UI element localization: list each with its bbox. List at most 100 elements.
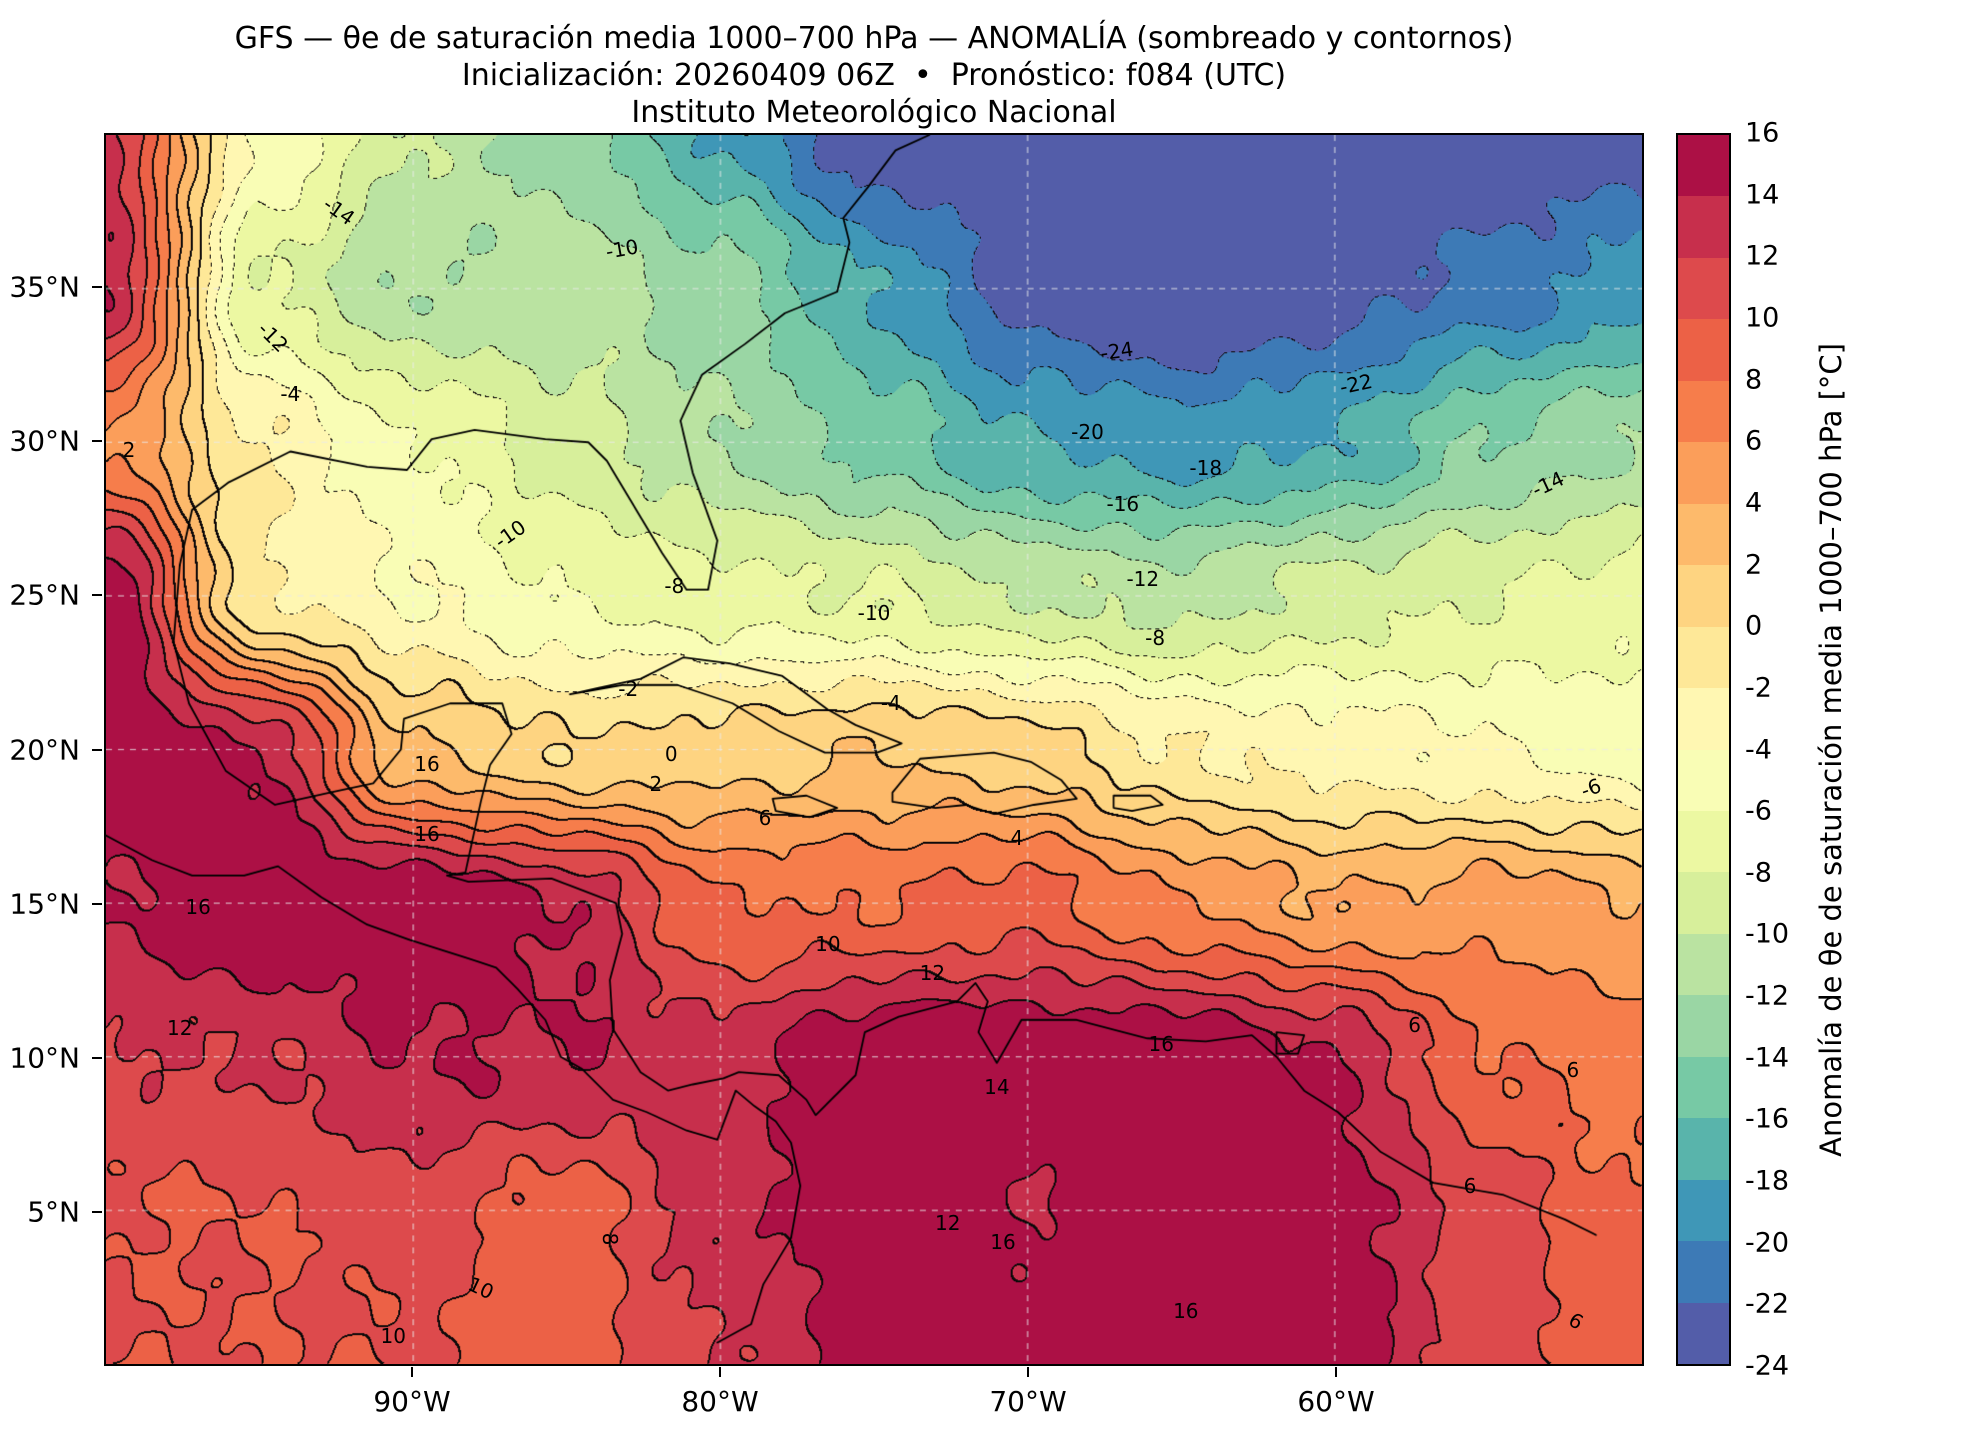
colorbar-tick-label: -18 bbox=[1745, 1165, 1790, 1197]
colorbar bbox=[1676, 133, 1731, 1366]
chart-subtitle-init-forecast: Inicialización: 20260409 06Z • Pronóstic… bbox=[461, 58, 1287, 93]
y-axis-tick-label: 25°N bbox=[9, 578, 80, 612]
contour-label: 10 bbox=[380, 1323, 406, 1348]
x-axis-tick-label: 90°W bbox=[373, 1385, 451, 1418]
contour-label: 10 bbox=[464, 1271, 498, 1305]
contour-label: 8 bbox=[597, 1232, 622, 1246]
contour-label: 16 bbox=[414, 822, 440, 847]
contour-label: -2 bbox=[618, 677, 639, 702]
y-axis-tick-label: 10°N bbox=[9, 1041, 80, 1075]
x-axis-tick-label: 80°W bbox=[681, 1385, 759, 1418]
colorbar-axis-label-text: Anomalía de θe de saturación media 1000–… bbox=[1814, 342, 1848, 1157]
x-axis-tick-label: 60°W bbox=[1297, 1385, 1375, 1418]
colorbar-tick-label: -10 bbox=[1745, 918, 1790, 950]
y-axis-tick-label: 5°N bbox=[27, 1195, 80, 1229]
y-axis-tickmark bbox=[92, 1056, 102, 1059]
colorbar-band bbox=[1678, 1118, 1729, 1180]
colorbar-band bbox=[1678, 810, 1729, 873]
colorbar-tick-label: 0 bbox=[1745, 610, 1763, 642]
colorbar-tick-label: -4 bbox=[1745, 734, 1772, 765]
colorbar-band bbox=[1678, 1302, 1729, 1365]
colorbar-tick-label: -20 bbox=[1745, 1227, 1790, 1259]
contour-label: -12 bbox=[253, 316, 294, 357]
contour-label: 16 bbox=[1148, 1032, 1174, 1057]
y-axis-tickmarks bbox=[92, 133, 104, 1366]
colorbar-band bbox=[1678, 995, 1729, 1057]
colorbar-band bbox=[1678, 626, 1729, 689]
contour-label: -8 bbox=[664, 574, 685, 599]
contour-label: 12 bbox=[934, 1210, 961, 1235]
contour-label: -8 bbox=[1145, 625, 1166, 650]
y-axis-tick-label: 35°N bbox=[9, 270, 80, 304]
colorbar-tick-label: -6 bbox=[1745, 795, 1772, 827]
colorbar-band bbox=[1678, 503, 1729, 566]
colorbar-band bbox=[1678, 257, 1729, 320]
y-axis-tickmark bbox=[92, 1210, 102, 1213]
contour-label: 2 bbox=[122, 437, 136, 462]
title-block: GFS — θe de saturación media 1000–700 hP… bbox=[104, 20, 1644, 131]
y-axis-tick-label: 30°N bbox=[9, 424, 80, 458]
x-axis-tick-labels: 90°W 80°W 70°W 60°W bbox=[104, 1379, 1644, 1421]
colorbar-tick-label: -8 bbox=[1745, 857, 1772, 889]
colorbar-tick-label: 8 bbox=[1745, 364, 1763, 396]
colorbar-band bbox=[1678, 565, 1729, 627]
contour-label: 4 bbox=[1010, 825, 1024, 850]
x-axis-tickmarks bbox=[104, 1367, 1644, 1379]
contour-label: 6 bbox=[1564, 1307, 1588, 1335]
colorbar-tick-label: 4 bbox=[1745, 487, 1763, 519]
contour-label: -4 bbox=[280, 382, 301, 407]
contour-label: -18 bbox=[1189, 456, 1223, 481]
contour-label: -24 bbox=[1098, 337, 1135, 366]
y-axis-tick-labels: 35°N 30°N 25°N 20°N 15°N 10°N 5°N bbox=[0, 133, 86, 1366]
map-plot-area: -24 -22 -20 -18 -16 -14 -12 -10 -8 -10 -8 -6 -4 -2 0 2-… bbox=[104, 133, 1644, 1366]
contour-label: 6 bbox=[758, 806, 772, 831]
colorbar-tick-label: -22 bbox=[1745, 1288, 1790, 1320]
y-axis-tick-label: 20°N bbox=[9, 733, 80, 766]
contour-label: -10 bbox=[603, 234, 641, 264]
contour-label: -22 bbox=[1337, 369, 1375, 400]
contour-label: 10 bbox=[815, 931, 841, 956]
colorbar-band bbox=[1678, 872, 1729, 934]
colorbar-axis-label: Anomalía de θe de saturación media 1000–… bbox=[1808, 133, 1854, 1366]
colorbar-band bbox=[1678, 749, 1729, 811]
colorbar-tick-label: -2 bbox=[1745, 672, 1772, 704]
contour-label: -10 bbox=[857, 601, 891, 626]
contour-label: 16 bbox=[990, 1230, 1016, 1255]
y-axis-tick-label: 15°N bbox=[9, 887, 80, 921]
contour-label: 6 bbox=[1408, 1012, 1422, 1037]
y-axis-tickmark bbox=[92, 440, 102, 443]
colorbar-tick-label: -16 bbox=[1745, 1103, 1790, 1135]
colorbar-tick-label: -24 bbox=[1745, 1350, 1790, 1382]
colorbar-tick-label: 10 bbox=[1745, 302, 1780, 334]
colorbar-band bbox=[1678, 135, 1729, 197]
colorbar-bands bbox=[1678, 135, 1729, 1365]
colorbar-band bbox=[1678, 933, 1729, 996]
contour-label: -12 bbox=[1126, 566, 1160, 591]
colorbar-band bbox=[1678, 688, 1729, 750]
colorbar-band bbox=[1678, 380, 1729, 443]
contour-label: 6 bbox=[1463, 1173, 1477, 1198]
contour-label: 12 bbox=[166, 1016, 193, 1041]
contour-label: 16 bbox=[185, 894, 211, 919]
colorbar-band bbox=[1678, 1179, 1729, 1242]
contour-label: 14 bbox=[984, 1075, 1010, 1100]
contour-label: 16 bbox=[414, 752, 440, 777]
contour-label: 0 bbox=[664, 742, 678, 767]
colorbar-tick-label: 14 bbox=[1745, 179, 1780, 211]
colorbar-tick-labels: 16 14 12 10 8 6 4 2 0 -2 -4 -6 -8 -10 -12 -14 -16 -18 -20 -… bbox=[1745, 118, 1835, 1382]
colorbar-band bbox=[1678, 1241, 1729, 1303]
y-axis-tickmark bbox=[92, 594, 102, 597]
x-axis-tickmark bbox=[1335, 1367, 1337, 1377]
contour-label: -6 bbox=[1577, 772, 1605, 803]
y-axis-tickmark bbox=[92, 286, 102, 289]
contour-label: 6 bbox=[1566, 1058, 1580, 1083]
contour-label: -20 bbox=[1071, 420, 1104, 445]
contour-label: -16 bbox=[1106, 491, 1140, 516]
chart-subtitle-institution: Instituto Meteorológico Nacional bbox=[631, 95, 1117, 130]
colorbar-tick-label: 2 bbox=[1745, 549, 1763, 581]
chart-title: GFS — θe de saturación media 1000–700 hP… bbox=[234, 21, 1514, 56]
colorbar-band bbox=[1678, 442, 1729, 504]
x-axis-tick-label: 70°W bbox=[989, 1385, 1067, 1418]
colorbar-tick-label: 6 bbox=[1745, 425, 1763, 457]
